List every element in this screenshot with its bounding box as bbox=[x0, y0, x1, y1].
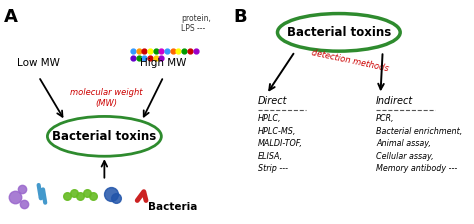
Text: protein,
LPS ---: protein, LPS --- bbox=[181, 14, 211, 33]
Text: HPLC,
HPLC-MS,
MALDI-TOF,
ELISA,
Strip ---: HPLC, HPLC-MS, MALDI-TOF, ELISA, Strip -… bbox=[258, 114, 302, 173]
Text: molecular weight
(MW): molecular weight (MW) bbox=[70, 88, 143, 108]
Ellipse shape bbox=[277, 14, 400, 51]
Text: A: A bbox=[4, 8, 18, 26]
Text: Bacterial toxins: Bacterial toxins bbox=[52, 130, 156, 143]
Text: Bacteria: Bacteria bbox=[147, 202, 197, 212]
Text: Low MW: Low MW bbox=[17, 58, 60, 68]
Text: B: B bbox=[234, 8, 247, 26]
Text: Direct: Direct bbox=[258, 96, 287, 106]
Text: Bacterial toxins: Bacterial toxins bbox=[287, 26, 391, 39]
Ellipse shape bbox=[47, 116, 161, 156]
Text: Indirect: Indirect bbox=[376, 96, 413, 106]
Text: PCR,
Bacterial enrichment,
Animal assay,
Cellular assay,
Memory antibody ---: PCR, Bacterial enrichment, Animal assay,… bbox=[376, 114, 462, 173]
Text: detection methods: detection methods bbox=[310, 49, 389, 74]
Text: High MW: High MW bbox=[140, 58, 187, 68]
